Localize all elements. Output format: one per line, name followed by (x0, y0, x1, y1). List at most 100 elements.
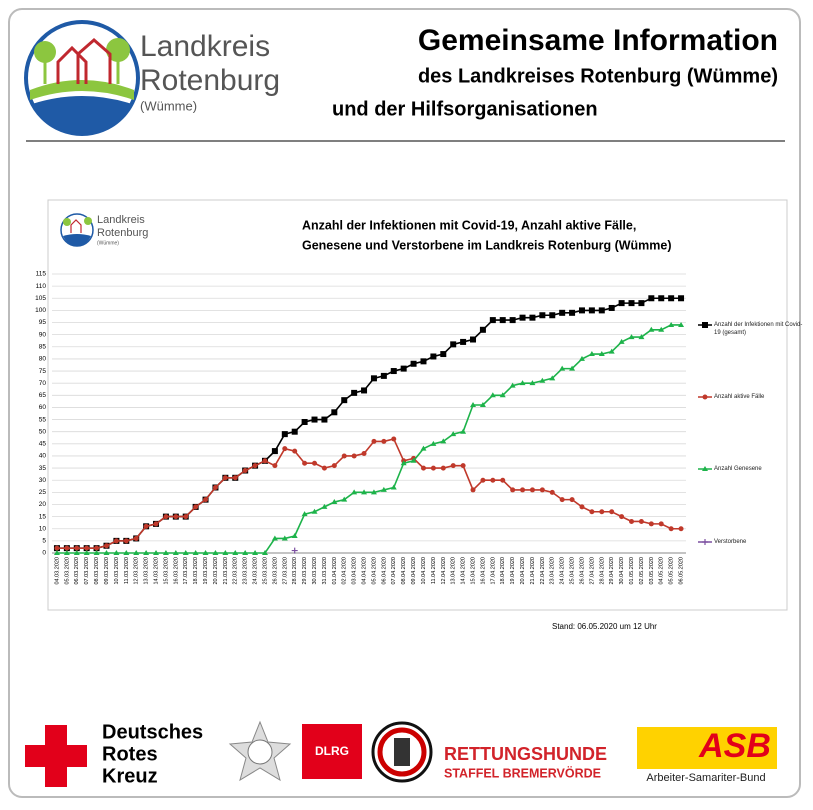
x-tick-label: 30.03.2020 (312, 557, 318, 585)
x-tick-label: 08.04.2020 (401, 557, 407, 585)
marker (410, 360, 417, 367)
marker (440, 465, 446, 471)
marker (658, 521, 664, 527)
marker (93, 550, 100, 555)
x-tick-label: 31.03.2020 (322, 557, 328, 585)
marker (311, 416, 318, 423)
marker (341, 397, 348, 404)
x-tick-label: 03.04.2020 (352, 557, 358, 585)
marker (103, 543, 109, 549)
marker (262, 458, 268, 464)
x-tick-label: 22.04.2020 (540, 557, 546, 585)
marker (331, 499, 338, 505)
x-tick-label: 18.03.2020 (193, 557, 199, 585)
x-tick-label: 21.04.2020 (530, 557, 536, 585)
x-tick-label: 12.03.2020 (134, 557, 140, 585)
marker (648, 295, 655, 302)
marker (440, 438, 447, 444)
y-tick-label: 0 (42, 550, 46, 557)
marker (341, 496, 348, 502)
marker (351, 453, 357, 459)
y-tick-label: 30 (39, 477, 47, 484)
marker (222, 475, 228, 481)
marker (648, 521, 654, 527)
marker (331, 409, 338, 416)
y-tick-label: 80 (39, 356, 47, 363)
marker (658, 295, 665, 302)
marker (361, 387, 368, 394)
drk-text: Deutsches (102, 721, 203, 743)
y-tick-label: 50 (39, 428, 47, 435)
marker (460, 463, 466, 469)
marker (301, 511, 308, 517)
x-tick-label: 17.04.2020 (490, 557, 496, 585)
marker (390, 484, 397, 490)
marker (619, 514, 625, 520)
x-tick-label: 11.04.2020 (431, 557, 437, 584)
marker (678, 321, 685, 327)
marker (578, 307, 585, 314)
x-tick-label: 19.04.2020 (510, 557, 516, 585)
marker (351, 489, 358, 495)
marker (638, 300, 645, 307)
marker (559, 365, 566, 371)
x-tick-label: 09.03.2020 (104, 557, 110, 585)
marker (420, 445, 427, 451)
x-tick-label: 22.03.2020 (233, 557, 239, 585)
x-tick-label: 16.03.2020 (173, 557, 179, 585)
dlrg-text: DLRG (315, 744, 349, 758)
marker (380, 372, 387, 379)
marker (470, 402, 477, 408)
marker (292, 448, 298, 454)
marker (123, 538, 129, 544)
marker (549, 312, 556, 319)
fire-logo (371, 721, 433, 783)
legend-label: Verstorbene (714, 539, 747, 545)
note: Stand: 06.05.2020 um 12 Uhr (552, 622, 657, 631)
x-tick-label: 27.03.2020 (282, 557, 288, 585)
x-tick-label: 03.05.2020 (649, 557, 655, 585)
x-tick-label: 07.03.2020 (84, 557, 90, 585)
marker (212, 484, 218, 490)
x-tick-label: 13.03.2020 (144, 557, 150, 585)
header-title: Gemeinsame Information (418, 24, 778, 57)
asb-box (637, 727, 777, 769)
x-tick-label: 15.04.2020 (470, 557, 476, 585)
y-tick-label: 100 (35, 307, 46, 314)
legend-label: Anzahl Genesene (714, 466, 762, 472)
marker (668, 321, 675, 327)
marker (608, 304, 615, 311)
marker (232, 475, 238, 481)
marker (242, 468, 248, 474)
x-tick-label: 16.04.2020 (480, 557, 486, 585)
marker (361, 451, 367, 457)
marker (460, 338, 467, 345)
marker (312, 460, 318, 466)
marker (539, 377, 546, 383)
marker (569, 497, 575, 503)
marker (578, 355, 585, 361)
x-tick-label: 21.03.2020 (223, 557, 229, 585)
drk-logo (25, 725, 87, 787)
x-tick-label: 20.04.2020 (520, 557, 526, 585)
x-tick-label: 23.04.2020 (550, 557, 556, 585)
marker (341, 453, 347, 459)
marker (291, 533, 298, 539)
x-tick-label: 06.03.2020 (74, 557, 80, 585)
marker (470, 336, 477, 343)
marker (63, 550, 70, 555)
plot: 0 5 10 15 20 25 30 35 40 45 50 55 60 65 70 75 80 85 90 95 10… (35, 271, 712, 585)
marker (173, 514, 179, 520)
marker (222, 550, 229, 555)
marker (153, 521, 159, 527)
marker (302, 460, 308, 466)
marker (608, 348, 615, 354)
marker (539, 487, 545, 493)
y-tick-label: 40 (39, 453, 47, 460)
marker (658, 326, 665, 332)
marker (271, 535, 278, 541)
y-tick-label: 45 (39, 441, 47, 448)
marker (702, 322, 708, 328)
marker (113, 550, 120, 555)
